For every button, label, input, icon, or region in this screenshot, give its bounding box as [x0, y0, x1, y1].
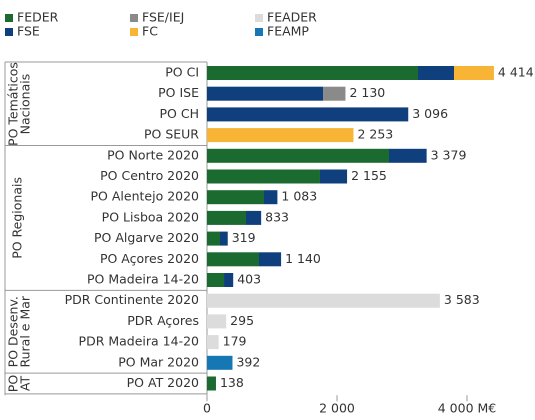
legend-label: FEAMP [267, 24, 309, 39]
bar-segment [207, 190, 265, 205]
group-label: PO Regionais [10, 177, 25, 259]
category-label: PDR Açores [127, 313, 199, 328]
group-label: Rural e Mar [18, 295, 33, 367]
legend-label: FSE [17, 24, 40, 39]
total-label: 319 [232, 230, 256, 245]
total-label: 2 253 [357, 127, 393, 142]
category-label: PDR Continente 2020 [65, 292, 199, 307]
group-label: AT [18, 376, 33, 392]
legend-label: FSE/IEJ [142, 10, 184, 25]
x-tick-label: 0 [203, 401, 211, 416]
bar-segment [207, 107, 409, 122]
x-tick-label: 2 000 [319, 401, 355, 416]
bar-segment [417, 66, 454, 80]
bar-segment [207, 210, 246, 225]
category-label: PO CH [160, 106, 199, 121]
category-label: PO Algarve 2020 [94, 230, 199, 245]
total-label: 3 583 [444, 292, 480, 307]
group-label: PO [6, 375, 21, 393]
group-label: PO Desenv. [6, 296, 21, 367]
bar-segment [319, 169, 348, 184]
total-label: 833 [265, 209, 289, 224]
category-label: PO Lisboa 2020 [102, 209, 199, 224]
legend-label: FEDER [17, 10, 59, 25]
category-label: PO Mar 2020 [118, 354, 199, 369]
bar-segment [220, 231, 228, 246]
bar-segment [207, 128, 354, 143]
bar-segment [264, 190, 278, 205]
bar-segment [259, 252, 282, 267]
bar-segment [246, 210, 262, 225]
legend-label: FEADER [267, 10, 317, 25]
x-tick-label: 4 000 M€ [438, 401, 497, 416]
bar-segment [224, 273, 234, 287]
bar-segment [207, 169, 320, 184]
category-label: PO ISE [158, 85, 199, 100]
legend-swatch [5, 14, 13, 22]
category-label: PO AT 2020 [127, 375, 199, 390]
total-label: 179 [223, 334, 247, 349]
bar-segment [207, 148, 389, 163]
category-label: PO Centro 2020 [100, 168, 199, 183]
bar-segment [207, 355, 233, 370]
bar-segment [389, 148, 427, 163]
bar-segment [207, 273, 225, 287]
total-label: 2 155 [351, 168, 387, 183]
legend-swatch [130, 28, 138, 36]
total-label: 138 [220, 375, 244, 390]
category-label: PO Madeira 14-20 [87, 272, 199, 287]
bar-segment [207, 252, 259, 267]
bar-segment [454, 66, 494, 80]
total-label: 2 130 [349, 85, 385, 100]
legend-label: FC [142, 24, 158, 39]
category-label: PO SEUR [144, 127, 199, 142]
legend-swatch [5, 28, 13, 36]
total-label: 392 [236, 354, 260, 369]
bar-segment [207, 66, 418, 80]
bar-segment [207, 335, 219, 350]
bar-segment [207, 293, 440, 308]
total-label: 4 414 [498, 65, 534, 80]
total-label: 3 096 [412, 106, 448, 121]
bar-segment [207, 86, 324, 101]
bar-segment [323, 86, 346, 101]
legend-swatch [255, 14, 263, 22]
category-label: PO Alentejo 2020 [91, 189, 200, 204]
bar-segment [207, 314, 227, 329]
total-label: 1 083 [281, 189, 317, 204]
group-label: Nacionais [18, 74, 33, 135]
category-label: PO Açores 2020 [100, 251, 199, 266]
legend-swatch [255, 28, 263, 36]
category-label: PO Norte 2020 [107, 147, 199, 162]
total-label: 295 [230, 313, 254, 328]
total-label: 403 [237, 272, 261, 287]
category-label: PDR Madeira 14-20 [79, 334, 200, 349]
total-label: 1 140 [285, 251, 321, 266]
category-label: PO CI [165, 65, 199, 80]
total-label: 3 379 [431, 147, 467, 162]
legend-swatch [130, 14, 138, 22]
bar-segment [207, 376, 216, 391]
bar-segment [207, 231, 220, 246]
group-label: PO Temáticos [6, 62, 21, 146]
